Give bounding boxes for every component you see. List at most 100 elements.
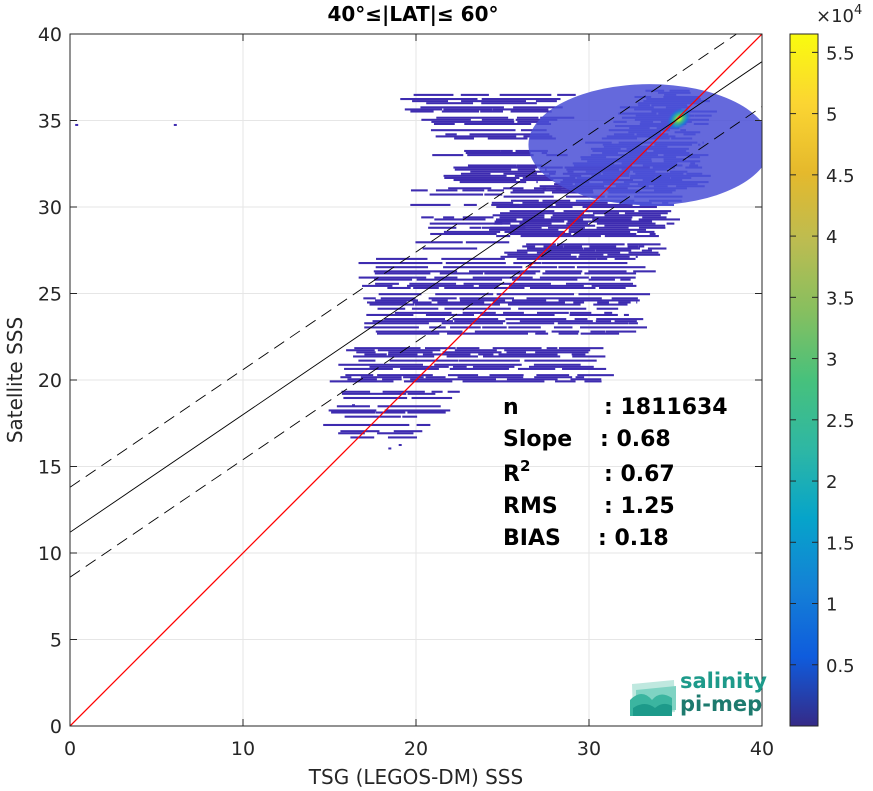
density-cell [465,151,531,155]
density-cell [534,376,573,379]
density-cell [536,311,569,314]
density-cell [573,301,585,304]
density-cell [363,297,376,300]
density-cell [402,415,418,418]
y-tick-label: 0 [50,716,62,738]
density-cell [472,276,533,279]
density-cell [410,189,428,192]
density-cell [387,286,411,290]
density-cell [489,374,524,377]
density-cell [649,232,656,236]
density-cell [376,257,428,260]
density-cell [358,359,376,362]
density-cell [487,137,528,140]
density-cell [541,262,628,265]
density-cell [647,247,667,250]
density-cell [429,222,503,225]
density-cell [515,118,558,121]
density-cell [351,404,355,407]
density-cell [375,282,399,285]
density-cell [584,380,602,383]
density-cell [524,359,597,362]
density-cell [557,322,629,325]
density-cell [508,284,584,287]
density-cell [354,347,421,350]
density-cell [487,189,504,192]
density-cell [411,307,439,310]
density-cell [583,247,641,250]
density-cell [425,313,475,316]
density-cell [588,278,615,281]
density-cell [389,359,459,362]
density-cell [623,313,629,316]
density-cell [416,423,431,427]
colorbar: 0.5 1 1.5 2 2.5 3 3.5 4 4.5 5 5.5 ×104 [789,3,862,727]
density-cell [454,320,506,323]
density-core [528,84,762,206]
density-cell [599,286,626,290]
density-cell [428,297,457,300]
density-cell [407,411,446,414]
density-cell [393,430,423,433]
density-cell [551,330,580,333]
density-cell [414,303,500,306]
density-cell [463,282,551,285]
colorbar-tick-label: 2 [826,472,837,493]
density-cell [452,318,499,321]
density-cell [482,326,507,329]
density-cell [577,374,614,377]
density-cell [568,230,631,233]
stat-value: : 0.18 [598,526,669,551]
density-cell [576,266,646,269]
density-cell [536,181,538,184]
density-cell [641,249,652,252]
density-cell [331,411,375,414]
density-cell [443,174,507,177]
density-cell [638,210,672,213]
density-cell [441,110,480,113]
density-cell [404,108,443,111]
density-cell [592,218,632,221]
density-cell [519,320,593,323]
density-cell [341,390,371,393]
density-cell [173,123,177,126]
density-cell [500,212,585,215]
density-cell [604,311,613,314]
density-cell [377,332,440,335]
density-cell [628,322,638,325]
density-cell [412,301,432,304]
density-cell [387,436,417,439]
density-cell [356,351,376,354]
density-cell [555,187,562,190]
density-cell [362,284,393,287]
density-cell [400,98,478,101]
density-cell [328,409,377,412]
colorbar-tick-label: 5 [826,105,837,126]
density-cell [343,396,408,400]
density-cell [375,266,429,269]
density-cell [489,228,559,231]
colorbar-tick-label: 5.5 [826,43,855,64]
density-cell [481,226,526,229]
density-cell [428,226,457,229]
density-cell [364,322,429,325]
density-cell [496,235,511,238]
density-cell [398,444,402,447]
density-cell [400,367,439,370]
density-cell [444,176,520,179]
density-peak [666,106,692,131]
density-cell [503,195,554,198]
y-tick-label: 5 [50,630,62,652]
density-cell [588,270,627,273]
density-cell [510,110,552,113]
density-cell [510,203,553,206]
density-cell [504,251,528,254]
density-cell [512,189,593,192]
density-cell [499,216,545,219]
density-cell [503,187,524,190]
density-cell [491,201,514,204]
density-cell [434,363,522,366]
density-cell [377,349,441,352]
density-cell [518,307,587,310]
density-cell [443,108,493,111]
